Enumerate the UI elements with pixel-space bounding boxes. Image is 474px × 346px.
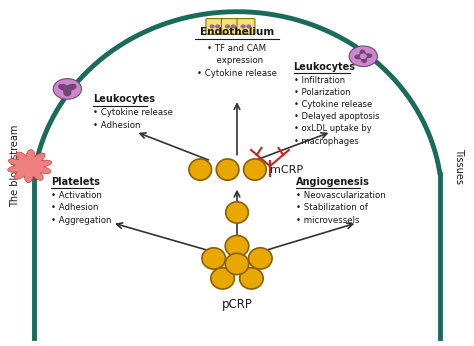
Text: Leukocytes: Leukocytes [293, 62, 356, 72]
Text: • Infiltration
• Polarization
• Cytokine release
• Delayed apoptosis
• oxLDL upt: • Infiltration • Polarization • Cytokine… [293, 76, 379, 146]
Circle shape [349, 46, 377, 66]
Polygon shape [8, 150, 52, 183]
Polygon shape [59, 84, 76, 96]
Circle shape [231, 25, 235, 28]
FancyBboxPatch shape [237, 19, 255, 34]
Ellipse shape [211, 268, 234, 289]
Circle shape [241, 25, 245, 28]
Text: • Cytokine release
• Adhesion: • Cytokine release • Adhesion [93, 109, 173, 130]
Circle shape [247, 25, 251, 28]
Ellipse shape [216, 159, 239, 180]
FancyBboxPatch shape [206, 19, 224, 34]
Circle shape [216, 25, 219, 28]
Circle shape [360, 54, 366, 58]
Text: Endothelium: Endothelium [200, 27, 274, 37]
Circle shape [226, 25, 229, 28]
Text: pCRP: pCRP [221, 298, 253, 311]
Circle shape [210, 25, 214, 28]
Ellipse shape [225, 253, 249, 275]
Text: Angiogenesis: Angiogenesis [296, 177, 370, 187]
Text: Tissues: Tissues [455, 148, 465, 184]
Ellipse shape [202, 248, 226, 269]
Ellipse shape [240, 268, 263, 289]
Text: mCRP: mCRP [270, 165, 303, 175]
Polygon shape [355, 50, 372, 62]
Text: • TF and CAM
  expression
• Cytokine release: • TF and CAM expression • Cytokine relea… [197, 44, 277, 78]
Ellipse shape [225, 236, 249, 257]
Text: • Neovascularization
• Stabilization of
• microvessels: • Neovascularization • Stabilization of … [296, 191, 386, 225]
Ellipse shape [189, 159, 211, 180]
Text: The bloodstream: The bloodstream [9, 125, 19, 207]
Ellipse shape [248, 248, 272, 269]
Text: • Activation
• Adhesion
• Aggregation: • Activation • Adhesion • Aggregation [51, 191, 111, 225]
FancyBboxPatch shape [221, 19, 239, 34]
Ellipse shape [226, 202, 248, 223]
Text: Leukocytes: Leukocytes [93, 94, 155, 104]
Circle shape [53, 79, 82, 99]
Ellipse shape [244, 159, 266, 180]
Text: Platelets: Platelets [51, 177, 100, 187]
